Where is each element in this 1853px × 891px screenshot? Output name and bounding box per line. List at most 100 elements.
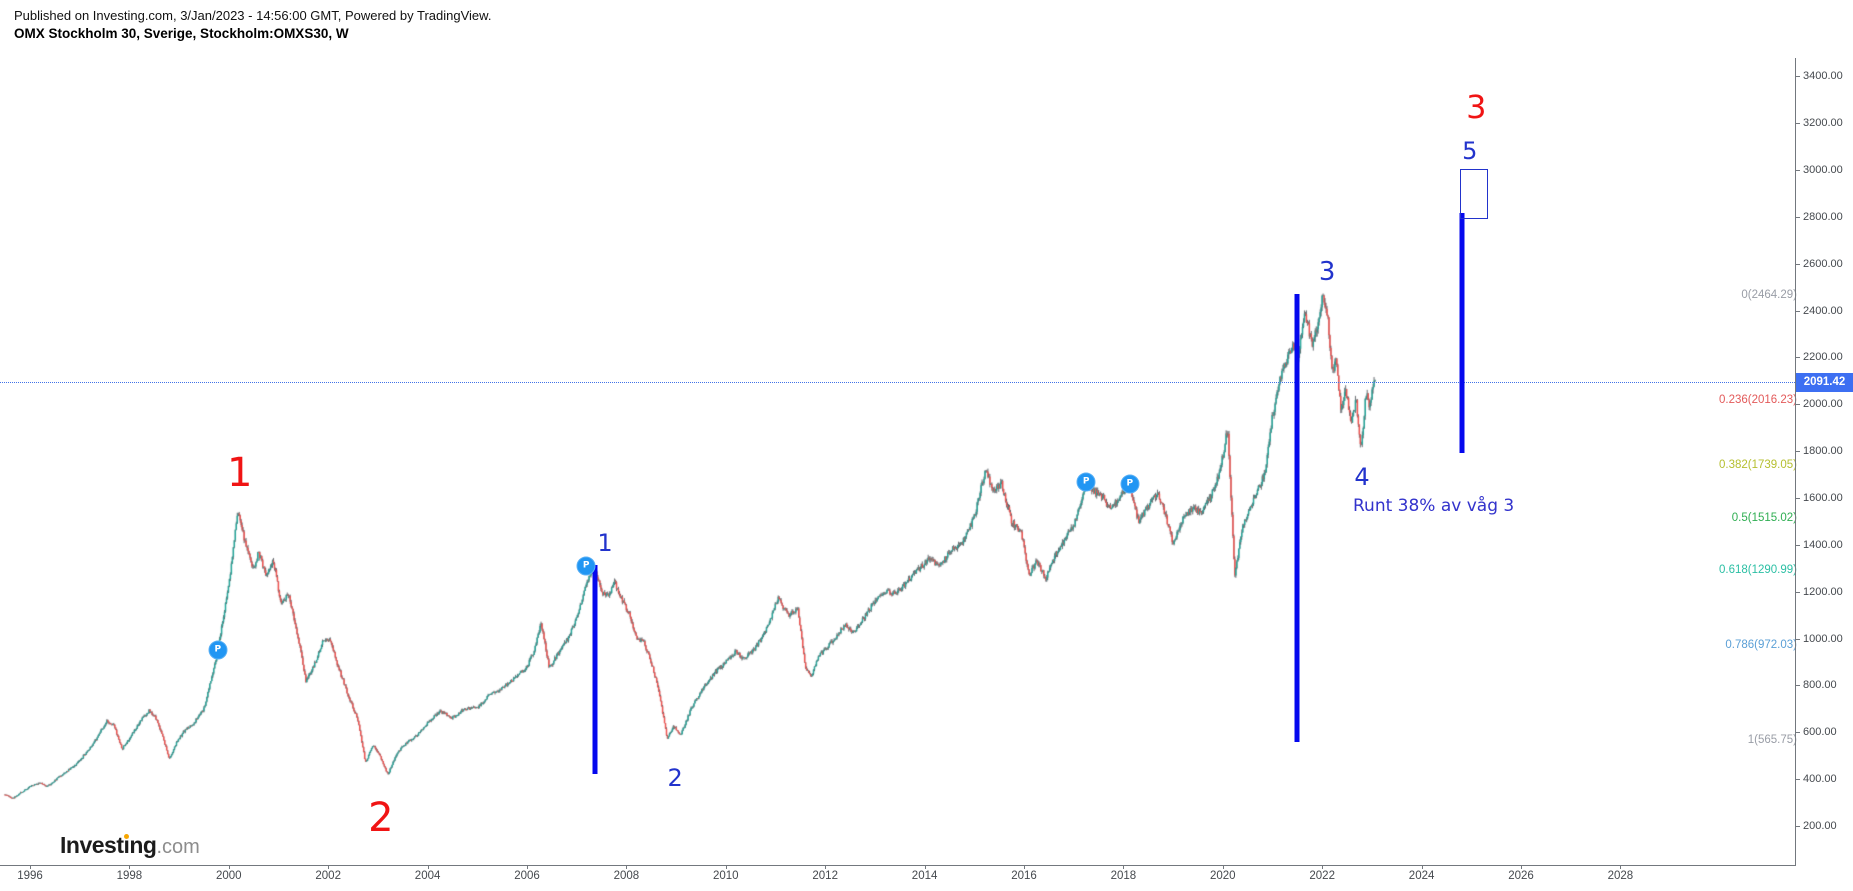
year-tick-mark <box>228 865 230 869</box>
year-tick-mark <box>129 865 131 869</box>
price-tick-label: 3000.00 <box>1803 163 1843 176</box>
fib-level-label: 0.618(1290.99) <box>1718 564 1797 577</box>
year-tick-mark <box>427 865 429 869</box>
year-tick-mark <box>328 865 330 869</box>
logo-orange-dot-i: i <box>123 832 130 858</box>
price-tick-mark <box>1795 310 1800 312</box>
elliott-wave-label-blue-3: 3 <box>1318 256 1336 287</box>
wave5-target-box[interactable] <box>1459 168 1489 219</box>
p-pin-icon[interactable]: P <box>1076 472 1096 492</box>
price-tick-label: 2800.00 <box>1803 210 1843 223</box>
price-tick-label: 1600.00 <box>1803 491 1843 504</box>
year-tick-mark <box>725 865 727 869</box>
price-tick-label: 3200.00 <box>1803 117 1843 130</box>
year-tick-label: 2010 <box>713 870 739 882</box>
last-price-badge: 2091.42 <box>1796 373 1853 393</box>
fib-level-label: 0.236(2016.23) <box>1718 394 1797 407</box>
price-tick-mark <box>1795 497 1800 499</box>
year-tick-mark <box>1322 865 1324 869</box>
price-tick-label: 600.00 <box>1803 726 1837 739</box>
wave-projection-vline[interactable] <box>1294 294 1300 743</box>
price-tick-label: 2200.00 <box>1803 351 1843 364</box>
fib-level-label: 0.5(1515.02) <box>1731 511 1797 524</box>
price-tick-label: 800.00 <box>1803 679 1837 692</box>
price-tick-label: 200.00 <box>1803 820 1837 832</box>
year-tick-label: 2000 <box>216 870 242 882</box>
price-tick-mark <box>1795 732 1800 734</box>
year-tick-label: 2002 <box>315 870 341 882</box>
investing-logo: Investing.com <box>60 832 200 859</box>
year-tick-label: 2016 <box>1011 870 1037 882</box>
year-tick-label: 2012 <box>812 870 838 882</box>
year-tick-label: 2014 <box>911 870 938 882</box>
logo-text-suffix: ng <box>129 832 157 858</box>
year-tick-mark <box>825 865 827 869</box>
elliott-wave-label-red-3: 3 <box>1466 88 1487 127</box>
price-tick-mark <box>1795 685 1800 687</box>
logo-text-prefix: Invest <box>60 832 124 858</box>
year-tick-label: 1998 <box>116 870 143 882</box>
price-tick-mark <box>1795 451 1800 453</box>
elliott-wave-label-blue-1: 1 <box>597 528 613 557</box>
price-tick-mark <box>1795 779 1800 781</box>
time-axis-line <box>0 865 1796 866</box>
year-tick-mark <box>1620 865 1622 869</box>
price-tick-mark <box>1795 216 1800 218</box>
logo-tld: .com <box>156 836 200 858</box>
year-tick-label: 2020 <box>1210 870 1236 882</box>
price-tick-mark <box>1795 404 1800 406</box>
year-tick-mark <box>30 865 31 869</box>
year-tick-label: 2008 <box>613 870 640 882</box>
price-tick-mark <box>1795 544 1800 546</box>
price-tick-label: 2400.00 <box>1803 304 1843 317</box>
year-tick-mark <box>924 865 926 869</box>
p-pin-icon[interactable]: P <box>208 640 228 660</box>
price-tick-mark <box>1795 357 1800 359</box>
wave-projection-vline[interactable] <box>592 565 598 774</box>
price-tick-mark <box>1795 826 1800 827</box>
last-price-dotted-line <box>0 382 1795 384</box>
price-tick-label: 2600.00 <box>1803 257 1843 270</box>
year-tick-mark <box>626 865 628 869</box>
price-tick-label: 2000.00 <box>1803 398 1843 411</box>
fib-level-label: 1(565.75) <box>1747 734 1797 747</box>
year-tick-mark <box>1123 865 1125 869</box>
year-tick-label: 2004 <box>414 870 441 882</box>
fib-level-label: 0.786(972.03) <box>1725 639 1797 652</box>
elliott-wave-label-blue-2: 2 <box>667 763 683 792</box>
year-tick-label: 2006 <box>514 870 540 882</box>
wave-note-text: Runt 38% av våg 3 <box>1353 496 1515 516</box>
price-tick-mark <box>1795 263 1800 265</box>
price-tick-label: 1000.00 <box>1803 632 1843 645</box>
price-tick-mark <box>1795 591 1800 593</box>
price-tick-mark <box>1795 123 1800 125</box>
year-tick-mark <box>527 865 528 869</box>
year-tick-mark <box>1222 865 1224 869</box>
wave-projection-vline[interactable] <box>1459 213 1465 453</box>
year-tick-label: 2018 <box>1110 870 1137 882</box>
year-tick-label: 2028 <box>1607 870 1634 882</box>
year-tick-mark <box>1421 865 1423 869</box>
price-tick-label: 3400.00 <box>1803 70 1843 83</box>
year-tick-label: 2026 <box>1508 870 1534 882</box>
elliott-wave-label-blue-5: 5 <box>1462 136 1478 165</box>
p-pin-icon[interactable]: P <box>1120 474 1140 494</box>
price-axis-line <box>1795 58 1796 866</box>
price-tick-label: 400.00 <box>1803 773 1837 786</box>
price-tick-mark <box>1795 638 1800 640</box>
year-tick-label: 2022 <box>1309 870 1335 882</box>
price-tick-label: 1400.00 <box>1803 538 1843 551</box>
p-pin-icon[interactable]: P <box>576 556 596 576</box>
year-tick-mark <box>1521 865 1522 869</box>
price-tick-label: 1800.00 <box>1803 445 1843 458</box>
year-tick-mark <box>1024 865 1025 869</box>
price-tick-mark <box>1795 169 1800 171</box>
price-tick-label: 1200.00 <box>1803 585 1843 598</box>
year-tick-label: 1996 <box>17 870 43 882</box>
year-tick-label: 2024 <box>1408 870 1435 882</box>
fib-level-label: 0(2464.29) <box>1741 289 1797 302</box>
elliott-wave-label-red-1: 1 <box>226 449 253 496</box>
fib-level-label: 0.382(1739.05) <box>1718 459 1797 472</box>
